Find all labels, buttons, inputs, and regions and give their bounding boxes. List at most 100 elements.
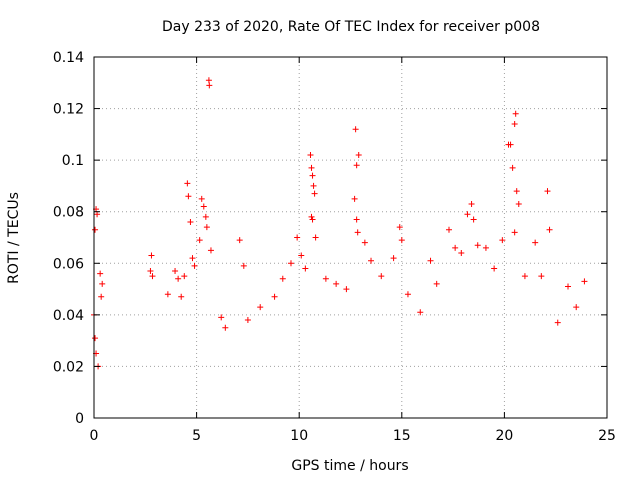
data-point: [307, 151, 314, 158]
data-point: [236, 237, 243, 244]
data-point: [309, 216, 316, 223]
data-point: [218, 314, 225, 321]
data-point: [515, 200, 522, 207]
data-point: [175, 275, 182, 282]
data-point: [532, 239, 539, 246]
data-point: [178, 293, 185, 300]
data-point: [203, 224, 210, 231]
data-point: [482, 244, 489, 251]
data-point: [206, 82, 213, 89]
data-point: [573, 304, 580, 311]
data-point: [191, 262, 198, 269]
data-point: [352, 126, 359, 133]
data-point: [353, 216, 360, 223]
data-point: [147, 268, 154, 275]
x-tick-labels: 0 5 10 15 20 25: [90, 428, 616, 444]
data-point: [257, 304, 264, 311]
data-point: [361, 239, 368, 246]
data-point: [452, 244, 459, 251]
data-point: [565, 283, 572, 290]
data-point: [298, 252, 305, 259]
data-point: [200, 203, 207, 210]
chart-title: Day 233 of 2020, Rate Of TEC Index for r…: [162, 19, 540, 35]
data-point: [521, 273, 528, 280]
y-tick-label: 0.1: [62, 153, 84, 169]
data-point: [404, 291, 411, 298]
data-point: [464, 211, 471, 218]
data-point: [271, 293, 278, 300]
data-point: [222, 324, 229, 331]
data-point: [470, 216, 477, 223]
data-point: [97, 270, 104, 277]
x-tick-label: 0: [90, 428, 99, 444]
data-point: [311, 190, 318, 197]
data-point: [474, 242, 481, 249]
data-point: [207, 247, 214, 254]
data-point: [513, 188, 520, 195]
data-point: [205, 77, 212, 84]
data-point: [433, 280, 440, 287]
data-point: [354, 229, 361, 236]
data-point: [308, 213, 315, 220]
data-point: [92, 226, 99, 233]
data-point: [351, 195, 358, 202]
data-point: [378, 273, 385, 280]
y-tick-label: 0.14: [53, 50, 84, 66]
data-point: [189, 255, 196, 262]
data-point: [390, 255, 397, 262]
data-point: [148, 252, 155, 259]
axis-ticks: [93, 56, 608, 419]
data-point: [512, 110, 519, 117]
y-tick-label: 0.04: [53, 308, 84, 324]
data-point: [368, 257, 375, 264]
data-point: [353, 162, 360, 169]
data-points: [91, 77, 588, 370]
data-point: [244, 317, 251, 324]
data-point: [202, 213, 209, 220]
data-point: [187, 219, 194, 226]
data-point: [99, 280, 106, 287]
data-point: [445, 226, 452, 233]
data-point: [468, 200, 475, 207]
data-point: [308, 164, 315, 171]
x-tick-label: 10: [290, 428, 308, 444]
data-point: [164, 291, 171, 298]
data-point: [98, 293, 105, 300]
data-point: [185, 193, 192, 200]
data-point: [554, 319, 561, 326]
data-point: [240, 262, 247, 269]
data-point: [581, 278, 588, 285]
x-tick-label: 20: [495, 428, 513, 444]
x-tick-label: 25: [598, 428, 616, 444]
data-point: [92, 335, 99, 342]
y-tick-label: 0: [75, 411, 84, 427]
y-tick-labels: 0 0.02 0.04 0.06 0.08 0.1 0.12 0.14: [53, 50, 84, 427]
data-point: [544, 188, 551, 195]
data-point: [427, 257, 434, 264]
data-point: [499, 237, 506, 244]
data-point: [322, 275, 329, 282]
plot-frame: [93, 56, 608, 419]
x-tick-label: 5: [192, 428, 201, 444]
data-point: [343, 286, 350, 293]
data-point: [546, 226, 553, 233]
y-tick-label: 0.06: [53, 256, 84, 272]
data-point: [507, 141, 514, 148]
data-point: [184, 180, 191, 187]
data-point: [538, 273, 545, 280]
data-point: [491, 265, 498, 272]
data-point: [198, 195, 205, 202]
data-point: [417, 309, 424, 316]
data-point: [94, 211, 101, 218]
data-point: [398, 237, 405, 244]
data-point: [310, 182, 317, 189]
data-point: [279, 275, 286, 282]
data-point: [196, 237, 203, 244]
data-point: [181, 273, 188, 280]
data-point: [312, 234, 319, 241]
data-point: [294, 234, 301, 241]
data-point: [309, 172, 316, 179]
y-tick-label: 0.08: [53, 205, 84, 221]
